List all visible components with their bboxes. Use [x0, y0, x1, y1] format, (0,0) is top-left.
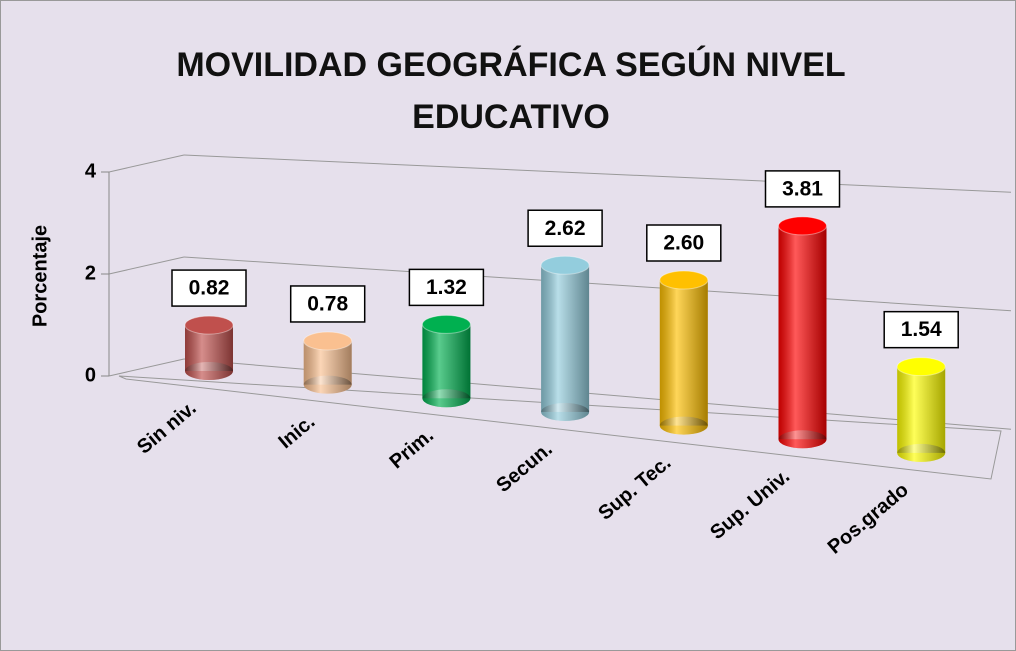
- value-label-box: [289, 285, 366, 323]
- x-tick-label: Sup. Tec.: [594, 452, 675, 525]
- bar-shade: [541, 265, 590, 412]
- grid-line: [183, 154, 1012, 193]
- bar-top: [540, 255, 590, 275]
- x-tick-label: Prim.: [386, 424, 438, 473]
- value-label: 3.81: [782, 177, 823, 200]
- value-label-box: [883, 310, 959, 349]
- y-tick-label: 4: [85, 160, 97, 182]
- x-tick-label: Inic.: [275, 411, 320, 454]
- bar-top: [778, 216, 827, 236]
- value-label: 0.78: [307, 293, 348, 316]
- value-label-box: [408, 268, 485, 307]
- value-label: 1.32: [426, 276, 467, 299]
- value-label: 0.82: [189, 277, 230, 300]
- bar-shade: [659, 280, 708, 426]
- x-tick-label: Sup. Univ.: [706, 465, 794, 544]
- y-axis-label: Porcentaje: [29, 225, 51, 327]
- bar-top: [421, 314, 471, 334]
- x-tick-label: Sin niv.: [133, 397, 200, 459]
- chart-title: MOVILIDAD GEOGRÁFICA SEGÚN NIVEL EDUCATI…: [176, 46, 846, 136]
- bar-top: [184, 315, 234, 335]
- y-tick-label: 2: [85, 262, 96, 284]
- value-label-box: [764, 170, 841, 208]
- value-label: 2.60: [663, 232, 704, 255]
- grid-line: [183, 256, 1012, 312]
- bar-top: [659, 270, 709, 290]
- grid-line-side: [108, 154, 185, 173]
- bar-shade: [897, 366, 946, 453]
- value-label: 2.62: [545, 217, 586, 240]
- bar-shade: [422, 324, 471, 399]
- x-tick-label: Secun.: [492, 438, 556, 497]
- bar-top: [303, 331, 353, 351]
- bar-top: [896, 357, 946, 377]
- y-tick-label: 0: [85, 364, 96, 386]
- value-label-box: [527, 209, 603, 247]
- value-label-box: [171, 269, 247, 307]
- grid-line-side: [108, 256, 185, 275]
- bar-shade: [778, 225, 827, 440]
- grid-line-side: [108, 358, 185, 377]
- value-label-box: [646, 224, 722, 262]
- x-tick-label: Pos.grado: [824, 479, 913, 559]
- value-label: 1.54: [901, 318, 942, 341]
